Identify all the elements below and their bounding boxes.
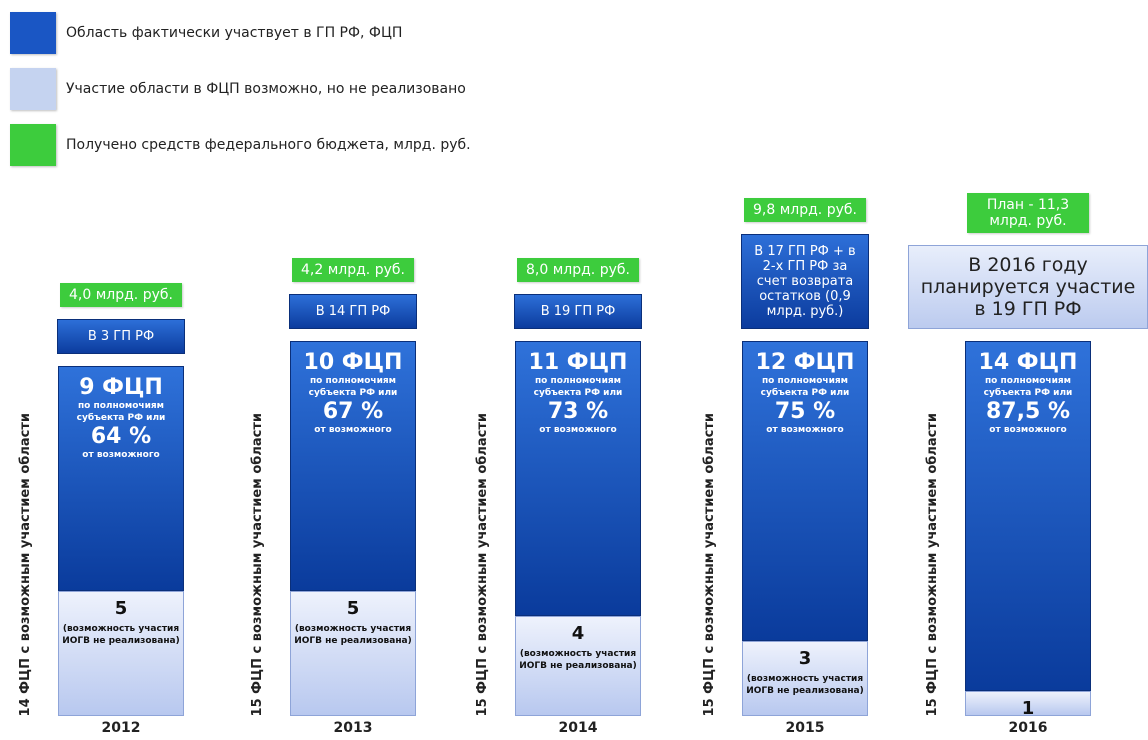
column: 4,2 млрд. руб. В 14 ГП РФ 10 ФЦП по полномо… bbox=[289, 0, 417, 716]
bar-note: от возможного bbox=[989, 425, 1067, 436]
bar-participating: 14 ФЦП по полномочиям субъекта РФ или 87,5… bbox=[965, 341, 1091, 691]
bar-title: 10 ФЦП bbox=[303, 350, 403, 375]
bar-note: от возможного bbox=[82, 450, 160, 461]
bar-unrealized: 4 (возможность участия ИОГВ не реализован… bbox=[515, 616, 641, 716]
funding-label: 9,8 млрд. руб. bbox=[744, 198, 866, 222]
program-label: В 14 ГП РФ bbox=[289, 294, 417, 329]
bar-unrealized: 1(возможность участия ИОГВ не реализован… bbox=[965, 691, 1091, 716]
axis-label: 14 ФЦП с возможным участием области bbox=[18, 412, 33, 716]
bar-note: по полномочиям субъекта РФ или bbox=[308, 376, 398, 399]
program-label: В 17 ГП РФ + в 2-х ГП РФ за счет возврат… bbox=[741, 234, 869, 329]
funding-label: 8,0 млрд. руб. bbox=[517, 258, 639, 282]
bar-participating: 9 ФЦП по полномочиям субъекта РФ или 64 % о… bbox=[58, 366, 184, 591]
funding-label: План - 11,3 млрд. руб. bbox=[967, 193, 1089, 233]
bar-percent: 87,5 % bbox=[986, 399, 1070, 425]
column: 8,0 млрд. руб. В 19 ГП РФ 11 ФЦП по полномо… bbox=[514, 0, 642, 716]
bar-value: 5 bbox=[346, 598, 360, 619]
column: План - 11,3 млрд. руб. В 2016 году планир… bbox=[908, 0, 1148, 716]
bar-note: (возможность участия ИОГВ не реализована… bbox=[519, 649, 637, 672]
legend-item: Область фактически участвует в ГП РФ, ФЦ… bbox=[10, 12, 402, 54]
program-label: В 19 ГП РФ bbox=[514, 294, 642, 329]
axis-label: 15 ФЦП с возможным участием области bbox=[250, 412, 265, 716]
bar-title: 9 ФЦП bbox=[79, 375, 163, 400]
bar-unrealized: 3 (возможность участия ИОГВ не реализован… bbox=[742, 641, 868, 716]
bar-note: от возможного bbox=[314, 425, 392, 436]
funding-label: 4,2 млрд. руб. bbox=[292, 258, 414, 282]
bar-value: 5 bbox=[114, 598, 128, 619]
bar-percent: 67 % bbox=[322, 399, 384, 425]
axis-label: 15 ФЦП с возможным участием области bbox=[475, 412, 490, 716]
legend-text: Участие области в ФЦП возможно, но не ре… bbox=[66, 81, 466, 97]
bar-percent: 73 % bbox=[547, 399, 609, 425]
bar-note: (возможность участия ИОГВ не реализована… bbox=[62, 624, 180, 647]
bar-participating: 12 ФЦП по полномочиям субъекта РФ или 75 %… bbox=[742, 341, 868, 641]
program-label: В 3 ГП РФ bbox=[57, 319, 185, 354]
x-tick-label: 2012 bbox=[101, 720, 141, 736]
legend-swatch bbox=[10, 12, 56, 54]
bar-note: по полномочиям субъекта РФ или bbox=[76, 401, 166, 424]
x-tick-label: 2015 bbox=[785, 720, 825, 736]
legend-swatch bbox=[10, 124, 56, 166]
x-tick-label: 2014 bbox=[558, 720, 598, 736]
axis-label: 15 ФЦП с возможным участием области bbox=[925, 412, 940, 716]
bar-note: по полномочиям субъекта РФ или bbox=[760, 376, 850, 399]
bar-percent: 64 % bbox=[90, 424, 152, 450]
bar-unrealized: 5 (возможность участия ИОГВ не реализован… bbox=[290, 591, 416, 716]
column: 9,8 млрд. руб. В 17 ГП РФ + в 2-х ГП РФ з… bbox=[741, 0, 869, 716]
bar-participating: 11 ФЦП по полномочиям субъекта РФ или 73 %… bbox=[515, 341, 641, 616]
bar-title: 12 ФЦП bbox=[755, 350, 855, 375]
bar-title: 14 ФЦП bbox=[978, 350, 1078, 375]
legend-item: Участие области в ФЦП возможно, но не ре… bbox=[10, 68, 466, 110]
bar-note: от возможного bbox=[766, 425, 844, 436]
legend-item: Получено средств федерального бюджета, м… bbox=[10, 124, 471, 166]
program-label: В 2016 году планируется участие в 19 ГП … bbox=[908, 245, 1148, 329]
bar-note: (возможность участия ИОГВ не реализована… bbox=[294, 624, 412, 647]
bar-note: по полномочиям субъекта РФ или bbox=[533, 376, 623, 399]
bar-note: от возможного bbox=[539, 425, 617, 436]
funding-label: 4,0 млрд. руб. bbox=[60, 283, 182, 307]
bar-participating: 10 ФЦП по полномочиям субъекта РФ или 67 %… bbox=[290, 341, 416, 591]
legend-swatch bbox=[10, 68, 56, 110]
bar-unrealized: 5 (возможность участия ИОГВ не реализован… bbox=[58, 591, 184, 716]
bar-percent: 75 % bbox=[774, 399, 836, 425]
bar-note: по полномочиям субъекта РФ или bbox=[983, 376, 1073, 399]
bar-value: 3 bbox=[798, 648, 812, 669]
legend-text: Получено средств федерального бюджета, м… bbox=[66, 137, 471, 153]
axis-label: 15 ФЦП с возможным участием области bbox=[702, 412, 717, 716]
legend-text: Область фактически участвует в ГП РФ, ФЦ… bbox=[66, 25, 403, 41]
bar-note: (возможность участия ИОГВ не реализована… bbox=[746, 674, 864, 697]
bar-value: 4 bbox=[571, 623, 585, 644]
column: 4,0 млрд. руб. В 3 ГП РФ 9 ФЦП по полномочи… bbox=[57, 0, 185, 716]
bar-value: 1 bbox=[1021, 698, 1035, 716]
x-tick-label: 2016 bbox=[1008, 720, 1048, 736]
x-tick-label: 2013 bbox=[333, 720, 373, 736]
bar-title: 11 ФЦП bbox=[528, 350, 628, 375]
